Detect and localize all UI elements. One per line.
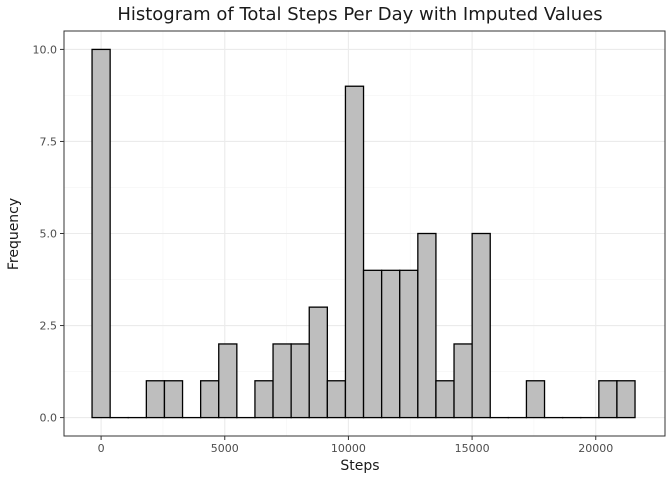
histogram-bar [344, 85, 365, 419]
histogram-bar [598, 380, 618, 419]
bars [91, 48, 636, 419]
histogram-bar [218, 343, 238, 419]
x-tick-label: 15000 [455, 442, 490, 455]
histogram-bar [199, 380, 220, 419]
histogram-bar [417, 232, 437, 419]
histogram-bar [145, 380, 166, 419]
histogram-bar [471, 232, 491, 419]
x-tick-label: 0 [98, 442, 105, 455]
histogram-bar [435, 380, 455, 419]
x-tick-label: 10000 [331, 442, 366, 455]
axis-ticks [60, 48, 597, 440]
histogram-bar [290, 343, 310, 419]
y-tick-label: 2.5 [40, 320, 58, 333]
histogram-bar [380, 269, 401, 419]
y-tick-label: 7.5 [40, 135, 58, 148]
histogram-bar [254, 380, 274, 419]
y-tick-label: 0.0 [40, 412, 58, 425]
histogram-bar [308, 306, 328, 419]
histogram-bar [326, 380, 347, 419]
histogram-bar [525, 380, 546, 419]
x-tick-label: 5000 [211, 442, 239, 455]
y-tick-label: 10.0 [33, 43, 58, 56]
x-tick-label: 20000 [578, 442, 613, 455]
y-axis-title: Frequency [6, 198, 22, 270]
histogram-bar [91, 48, 111, 419]
histogram-bar [399, 269, 419, 419]
histogram-bar [362, 269, 383, 419]
y-tick-label: 5.0 [40, 228, 58, 241]
tick-labels: 0 5000 10000 15000 20000 0.0 2.5 5.0 7.5 10.0 [33, 43, 614, 455]
histogram-bar [272, 343, 292, 419]
histogram-bar [616, 380, 636, 419]
histogram-bar [453, 343, 473, 419]
histogram-bar [163, 380, 184, 419]
x-axis-title: Steps [340, 458, 379, 474]
chart-title: Histogram of Total Steps Per Day with Im… [117, 4, 602, 25]
